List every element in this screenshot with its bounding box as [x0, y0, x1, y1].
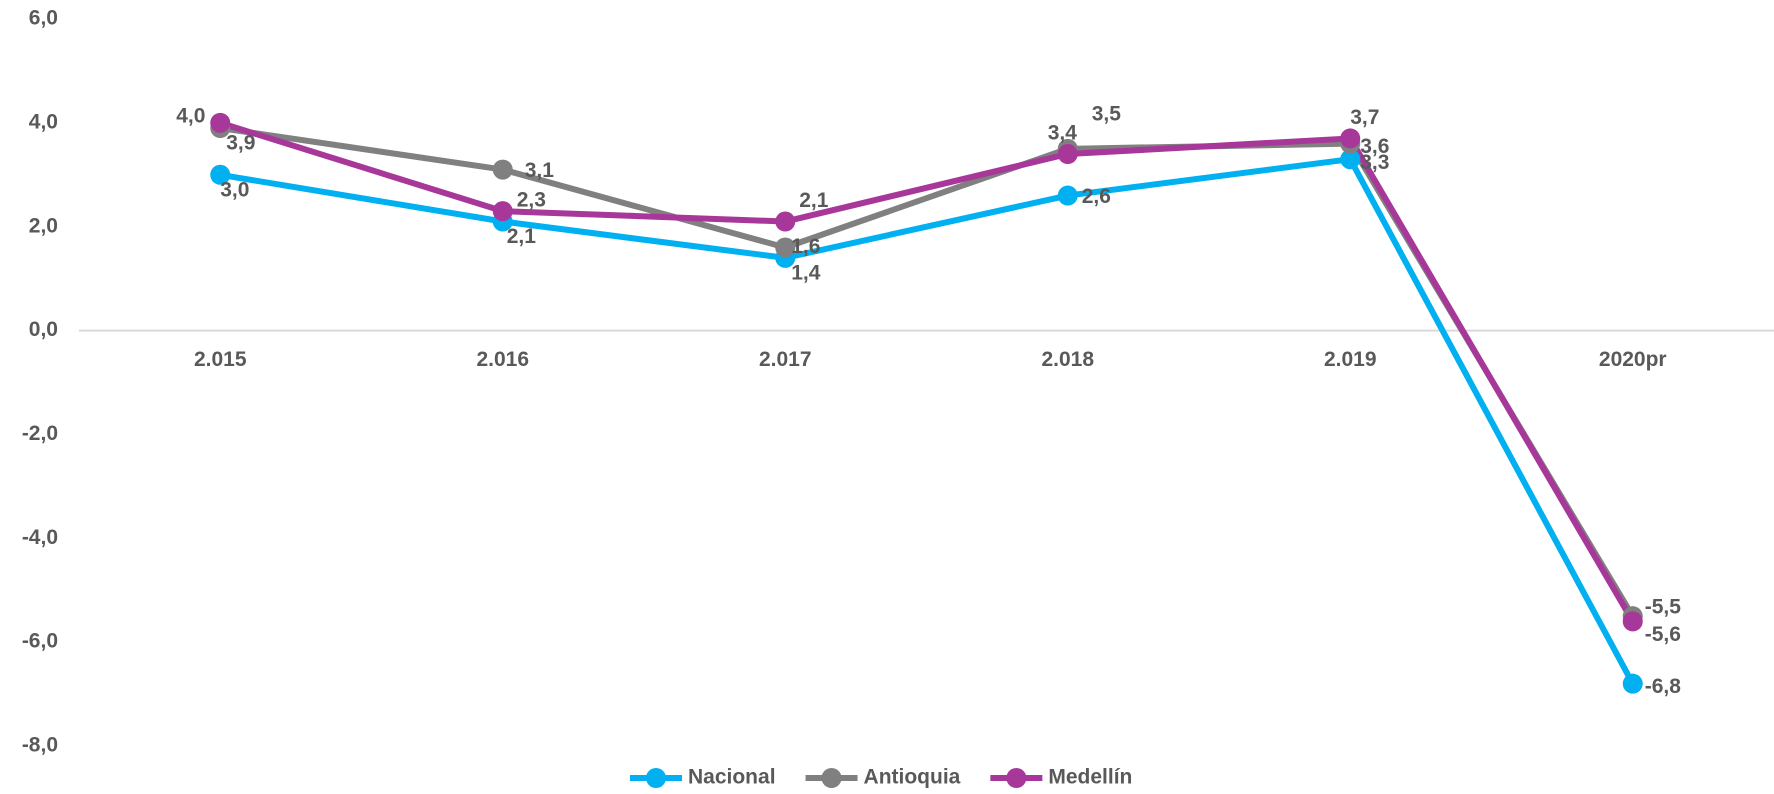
legend-label: Antioquia	[864, 766, 961, 789]
x-tick-label: 2.015	[194, 348, 247, 371]
y-tick-label: -8,0	[22, 734, 58, 757]
data-label: 3,4	[1048, 122, 1078, 145]
legend-marker	[646, 768, 666, 788]
data-point	[1057, 144, 1078, 165]
data-point	[1622, 673, 1643, 694]
data-point	[492, 159, 513, 180]
data-label: 2,1	[507, 225, 537, 248]
data-point	[210, 164, 231, 185]
data-point	[775, 237, 796, 258]
x-tick-label: 2020pr	[1599, 348, 1667, 371]
data-label: 4,0	[176, 104, 205, 127]
data-label: 3,0	[220, 178, 249, 201]
series-line	[219, 119, 1636, 623]
data-label: 3,7	[1350, 106, 1379, 129]
data-point	[1622, 611, 1643, 632]
legend-marker	[1006, 768, 1027, 788]
data-label: -6,8	[1645, 675, 1682, 698]
series-line	[219, 156, 1636, 686]
x-tick-label: 2.019	[1324, 348, 1377, 371]
y-tick-label: -4,0	[22, 526, 58, 549]
data-label: 3,6	[1360, 135, 1389, 158]
data-label: 2,6	[1082, 185, 1111, 208]
data-label: 2,1	[799, 189, 829, 212]
data-label: 3,3	[1360, 151, 1389, 174]
data-label: 3,9	[226, 132, 255, 155]
x-tick-label: 2.017	[759, 348, 812, 371]
data-point	[1340, 149, 1361, 170]
legend-label: Nacional	[688, 766, 776, 789]
data-point	[492, 201, 513, 222]
series-line	[219, 125, 1636, 618]
data-label: 3,1	[525, 159, 555, 182]
data-label: 2,3	[517, 189, 546, 212]
data-label: -5,5	[1645, 596, 1682, 619]
y-tick-label: 4,0	[29, 110, 58, 133]
y-tick-label: 0,0	[29, 318, 58, 341]
data-point	[1057, 185, 1078, 206]
y-tick-label: 6,0	[29, 7, 58, 30]
data-label: -5,6	[1645, 623, 1681, 646]
data-label: 1,4	[791, 261, 821, 284]
y-tick-label: -6,0	[22, 630, 58, 653]
data-point	[1340, 128, 1361, 149]
data-label: 1,6	[791, 235, 820, 258]
data-label: 3,5	[1092, 102, 1122, 125]
x-tick-label: 2.018	[1041, 348, 1094, 371]
data-point	[775, 211, 796, 232]
y-tick-label: 2,0	[29, 214, 58, 237]
data-point	[210, 112, 231, 133]
y-tick-label: -2,0	[22, 422, 58, 445]
x-tick-label: 2.016	[476, 348, 529, 371]
legend-label: Medellín	[1048, 766, 1132, 789]
legend-marker	[821, 768, 842, 788]
